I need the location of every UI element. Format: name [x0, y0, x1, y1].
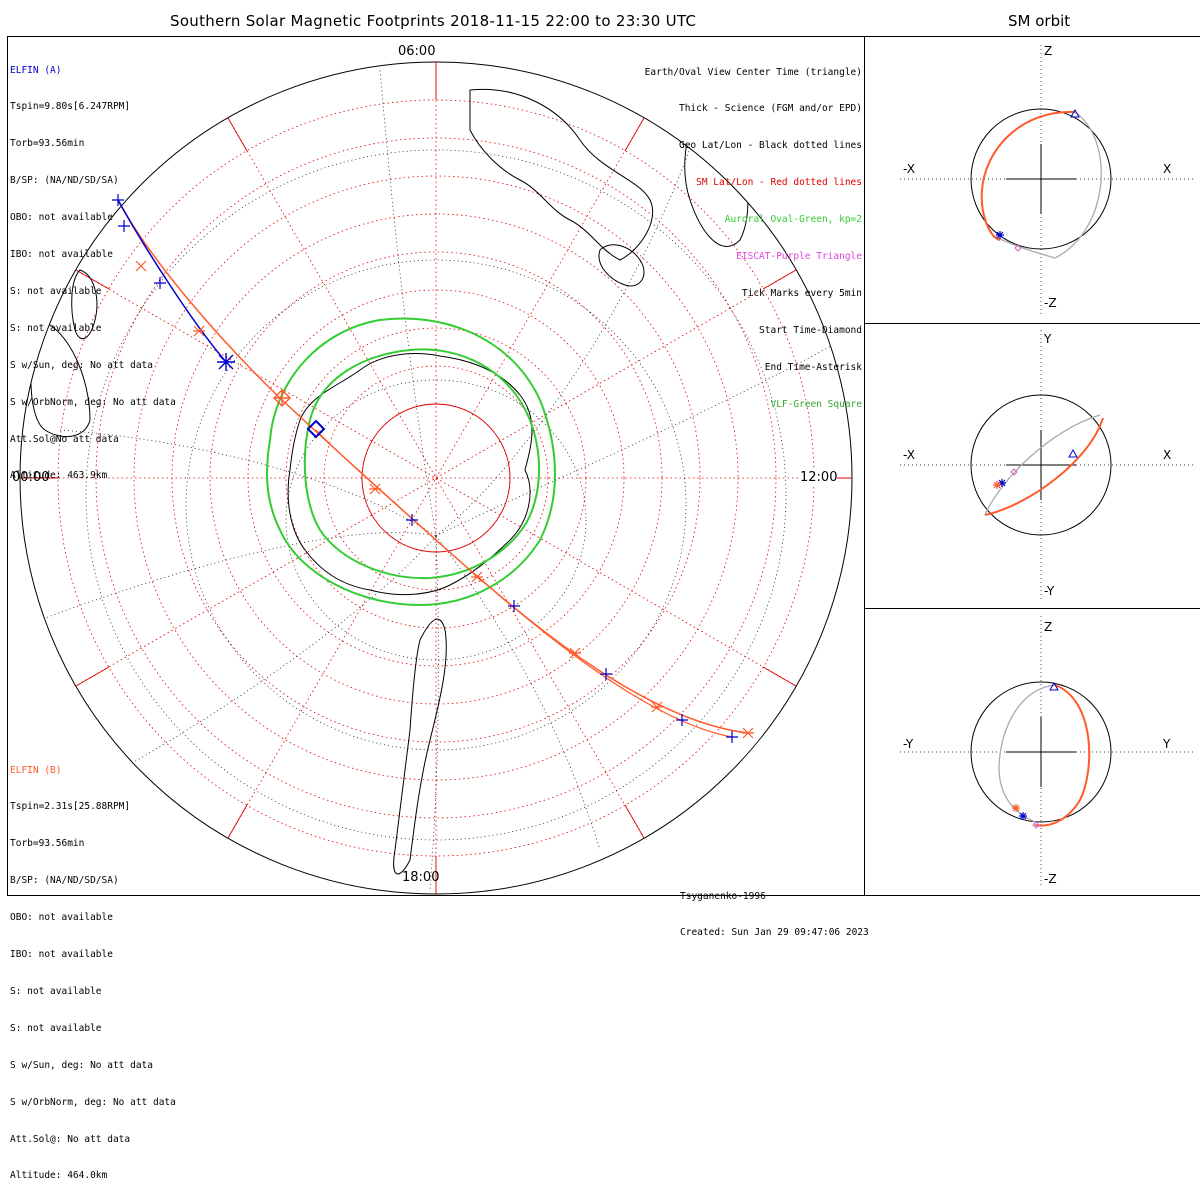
- axis-label-right: X: [1163, 162, 1172, 176]
- start-diamond-a: [306, 419, 326, 439]
- axis-label-left: -X: [903, 448, 915, 462]
- elfin-a-line: S: not available: [10, 285, 102, 297]
- axis-label-right: X: [1163, 448, 1172, 462]
- credit: Tsyganenko-1996 Created: Sun Jan 29 09:4…: [680, 866, 869, 952]
- elfin-b-line: Torb=93.56min: [10, 838, 85, 850]
- elfin-a-line: S w/Sun, deg: No att data: [10, 359, 153, 371]
- elfin-b-line: S: not available: [10, 985, 102, 997]
- elfin-a-line: S w/OrbNorm, deg: No att data: [10, 396, 176, 408]
- legend-item: Auroral Oval-Green, kp=2: [724, 214, 862, 226]
- sm-meridian-stubs: [20, 62, 852, 894]
- elfin-b-line: Att.Sol@: No att data: [10, 1133, 131, 1145]
- elfin-a-line: B/SP: (NA/ND/SD/SA): [10, 175, 119, 187]
- main-title: Southern Solar Magnetic Footprints 2018-…: [170, 12, 697, 30]
- legend-item: Earth/Oval View Center Time (triangle): [644, 66, 862, 78]
- elfin-b-line: OBO: not available: [10, 912, 113, 924]
- elfin-a-info: ELFIN (A) Tspin=9.80s[6.247RPM] Torb=93.…: [10, 40, 176, 495]
- auroral-ovals: [266, 317, 556, 607]
- mlt-label-bottom: 18:00: [402, 870, 440, 885]
- legend-item: Geo Lat/Lon - Black dotted lines: [678, 140, 862, 152]
- mlt-label-top: 06:00: [398, 44, 436, 59]
- axis-label-top: Y: [1044, 332, 1052, 346]
- elfin-b-line: S: not available: [10, 1022, 102, 1034]
- coastlines: [30, 88, 749, 875]
- legend-item: Start Time-Diamond: [759, 324, 862, 336]
- elfin-a-line: OBO: not available: [10, 212, 113, 224]
- elfin-a-line: Torb=93.56min: [10, 138, 85, 150]
- end-asterisk-a: [217, 353, 235, 371]
- legend-item: End Time-Asterisk: [764, 361, 862, 373]
- elfin-b-info: ELFIN (B) Tspin=2.31s[25.88RPM] Torb=93.…: [10, 740, 176, 1195]
- legend-item: Thick - Science (FGM and/or EPD): [678, 103, 862, 115]
- axis-label-left: -X: [903, 162, 915, 176]
- elfin-b-line: IBO: not available: [10, 949, 113, 961]
- axis-label-bottom: -Z: [1044, 296, 1057, 310]
- model-label: Tsyganenko-1996: [680, 890, 766, 902]
- legend-item: Tick Marks every 5min: [741, 287, 862, 299]
- main-svg: [19, 45, 1195, 895]
- axis-label-right: Y: [1163, 737, 1171, 751]
- legend-item: VLF-Green Square: [770, 398, 862, 410]
- axis-label-bottom: -Y: [1044, 584, 1055, 598]
- orbit-plot-xy: [900, 330, 1195, 600]
- axis-label-top: Z: [1044, 620, 1053, 634]
- axis-label-left: -Y: [903, 737, 914, 751]
- track-ticks-a: [112, 194, 738, 743]
- elfin-b-line: S w/OrbNorm, deg: No att data: [10, 1096, 176, 1108]
- elfin-a-name: ELFIN (A): [10, 64, 62, 76]
- orbit-plot-xz: [900, 45, 1195, 315]
- created-label: Created: Sun Jan 29 09:47:06 2023: [680, 927, 869, 939]
- elfin-b-line: B/SP: (NA/ND/SD/SA): [10, 875, 119, 887]
- elfin-a-line: Att.Sol@No att data: [10, 433, 119, 445]
- mlt-label-left: 00:00: [12, 470, 50, 485]
- elfin-b-line: Tspin=2.31s[25.88RPM]: [10, 801, 131, 813]
- elfin-a-line: IBO: not available: [10, 249, 113, 261]
- axis-label-top: Z: [1044, 44, 1053, 58]
- elfin-a-line: S: not available: [10, 322, 102, 334]
- elfin-b-name: ELFIN (B): [10, 764, 62, 776]
- legend: Earth/Oval View Center Time (triangle) T…: [645, 42, 862, 423]
- elfin-b-line: S w/Sun, deg: No att data: [10, 1059, 153, 1071]
- axis-label-bottom: -Z: [1044, 872, 1057, 886]
- orbit-panel-xy: [864, 323, 1200, 610]
- legend-item: EISCAT-Purple Triangle: [736, 251, 862, 263]
- legend-item: SM Lat/Lon - Red dotted lines: [696, 177, 862, 189]
- track-ticks-b: [135, 260, 754, 739]
- start-diamond-b: [273, 389, 291, 407]
- elfin-a-line: Altitude: 463.9km: [10, 470, 108, 482]
- mlt-label-right: 12:00: [800, 470, 838, 485]
- elfin-b-line: Altitude: 464.0km: [10, 1170, 108, 1182]
- elfin-a-line: Tspin=9.80s[6.247RPM]: [10, 101, 131, 113]
- sm-inner-ring: [361, 403, 511, 553]
- side-title: SM orbit: [1008, 12, 1071, 30]
- orbit-plot-yz: [900, 616, 1195, 888]
